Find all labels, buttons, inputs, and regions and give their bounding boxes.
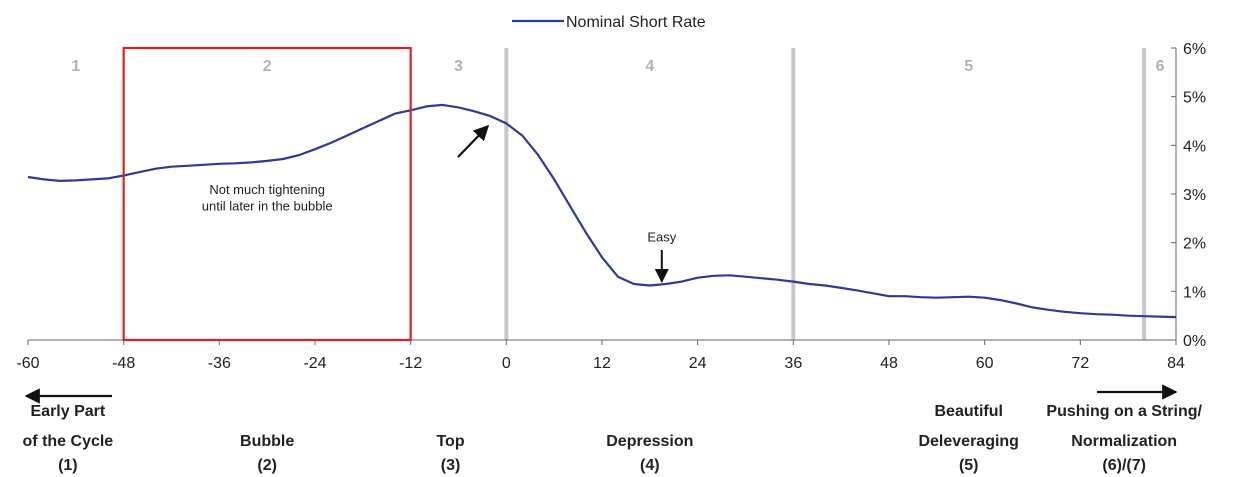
annotation-text: until later in the bubble xyxy=(202,199,333,214)
series-line-nominal-short-rate xyxy=(27,103,1177,319)
stage-label: Depression (4) xyxy=(606,433,693,474)
x-tick-label: -12 xyxy=(399,355,422,372)
y-tick-label: 4% xyxy=(1183,138,1206,155)
y-tick-label: 6% xyxy=(1183,41,1206,58)
stage-label-line: Deleveraging xyxy=(918,433,1018,450)
stage-label-line: Pushing on a String/ xyxy=(1046,403,1202,420)
annotation-text: Easy xyxy=(647,230,676,245)
x-tick-label: 48 xyxy=(880,355,898,372)
stage-label-line: Top xyxy=(436,433,464,450)
highlight-box xyxy=(122,46,412,342)
annotation-text: Not much tightening xyxy=(209,182,325,197)
x-tick-label: -48 xyxy=(112,355,135,372)
phase-number: 3 xyxy=(454,58,463,75)
phase-number: 2 xyxy=(263,58,272,75)
stage-label: Beautiful Deleveraging (5) xyxy=(918,403,1018,474)
stage-label: Top (3) xyxy=(436,433,464,474)
stage-label-line: (2) xyxy=(257,457,277,474)
stage-label-line: Early Part xyxy=(31,403,106,420)
stage-label-line: Bubble xyxy=(240,433,294,450)
chart-axes xyxy=(28,48,1177,341)
stage-label-line: (1) xyxy=(58,457,78,474)
y-tick-label: 3% xyxy=(1183,187,1206,204)
stage-label: Bubble (2) xyxy=(240,433,294,474)
phase-number: 1 xyxy=(71,58,80,75)
stage-labels: Early Part of the Cycle (1) Bubble (2) Top (3)… xyxy=(23,403,1203,474)
chart-arrows xyxy=(24,124,1178,404)
stage-label-line: (5) xyxy=(959,457,979,474)
y-tick-label: 1% xyxy=(1183,284,1206,301)
x-tick-label: 12 xyxy=(593,355,611,372)
phase-number: 4 xyxy=(645,58,654,75)
x-tick-label: 0 xyxy=(502,355,511,372)
chart-series xyxy=(27,103,1177,319)
chart-annotations: Not much tightening until later in the bu… xyxy=(202,182,677,245)
x-tick-label: 72 xyxy=(1071,355,1089,372)
stage-label: Pushing on a String/Normalization (6)/(7) xyxy=(1046,403,1202,474)
highlight-box-group xyxy=(122,46,412,342)
chart-legend: Nominal Short Rate xyxy=(512,14,706,31)
legend-label: Nominal Short Rate xyxy=(566,14,706,31)
x-tick-label: -60 xyxy=(16,355,39,372)
phase-number: 5 xyxy=(964,58,973,75)
stage-label-line: (6)/(7) xyxy=(1102,457,1146,474)
phase-numbers: 1 2 3 4 5 6 xyxy=(71,58,1164,75)
top-arrow xyxy=(457,124,490,158)
phase-number: 6 xyxy=(1156,58,1165,75)
x-tick-label: 84 xyxy=(1167,355,1185,372)
x-tick-label: 36 xyxy=(784,355,802,372)
stage-label-line: of the Cycle xyxy=(23,433,114,450)
phase-dividers xyxy=(504,48,1147,340)
x-tick-label: -24 xyxy=(303,355,326,372)
stage-label-line: Depression xyxy=(606,433,693,450)
x-tick-label: -36 xyxy=(208,355,231,372)
stage-label: Early Part of the Cycle (1) xyxy=(23,403,114,474)
stage-label-line: (3) xyxy=(441,457,461,474)
y-tick-label: 2% xyxy=(1183,236,1206,253)
stage-label-line: Beautiful xyxy=(934,403,1002,420)
y-tick-label: 5% xyxy=(1183,90,1206,107)
x-tick-label: 24 xyxy=(689,355,707,372)
y-tick-label: 0% xyxy=(1183,333,1206,350)
y-axis-ticks: 0% 1% 2% 3% 4% 5% 6% xyxy=(1171,41,1206,350)
x-tick-label: 60 xyxy=(976,355,994,372)
stage-label-line: (4) xyxy=(640,457,660,474)
x-axis-ticks: -60 -48 -36 -24 -12 0 12 24 36 48 60 72 84 xyxy=(16,340,1185,372)
stage-label-line: Normalization xyxy=(1071,433,1177,450)
